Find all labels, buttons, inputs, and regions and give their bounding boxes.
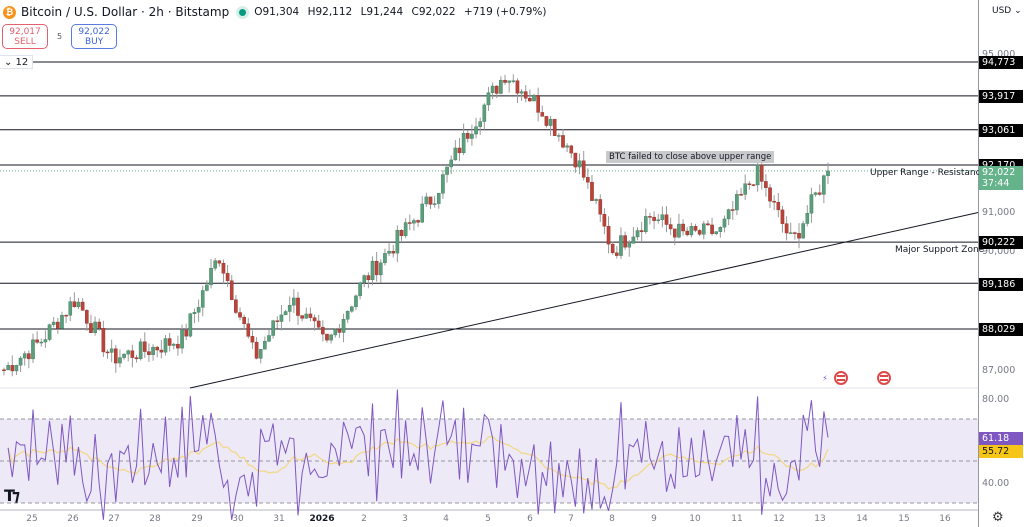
current-price-label: 92,022 37:44 — [979, 166, 1023, 190]
rsi-value-label: 61.18 — [979, 432, 1023, 445]
time-tick: 30 — [232, 514, 244, 524]
buy-button[interactable]: 92,022 BUY — [71, 24, 118, 49]
time-tick: 31 — [273, 514, 285, 524]
level-price-label: 94,773 — [979, 56, 1023, 69]
current-price-value: 92,022 — [982, 167, 1016, 178]
indicators-collapse-button[interactable]: ⌄ 12 — [0, 55, 34, 69]
spread-value: 5 — [57, 32, 63, 41]
sell-price: 92,017 — [9, 26, 41, 37]
time-tick: 2026 — [309, 514, 335, 524]
symbol-title[interactable]: Bitcoin / U.S. Dollar · 2h · Bitstamp — [21, 5, 230, 19]
lightning-event-icon[interactable]: ⚡ — [822, 373, 828, 383]
time-tick: 27 — [108, 514, 120, 524]
time-tick: 8 — [609, 514, 615, 524]
sell-label: SELL — [14, 36, 36, 47]
rsi-tick: 40.00 — [982, 478, 1010, 489]
trade-buttons: 92,017 SELL 5 92,022 BUY — [2, 24, 118, 49]
annotation-resistance[interactable]: Upper Range - Resistance — [870, 168, 987, 178]
us-flag-event-icon-2[interactable] — [877, 371, 891, 385]
level-price-label: 93,917 — [979, 90, 1023, 103]
time-tick: 26 — [67, 514, 79, 524]
time-tick: 9 — [651, 514, 657, 524]
time-tick: 12 — [773, 514, 785, 524]
low-value: L91,244 — [360, 6, 404, 18]
level-price-label: 89,186 — [979, 278, 1023, 291]
price-tick: 95,000 — [982, 49, 1016, 60]
level-price-label: 93,061 — [979, 124, 1023, 137]
level-price-label: 90,222 — [979, 236, 1023, 249]
time-tick: 10 — [689, 514, 701, 524]
time-tick: 6 — [527, 514, 533, 524]
time-tick: 15 — [898, 514, 910, 524]
symbol-header: ₿ Bitcoin / U.S. Dollar · 2h · Bitstamp … — [0, 0, 551, 24]
time-tick: 11 — [731, 514, 743, 524]
price-tick: 90,000 — [982, 246, 1016, 257]
price-tick: 91,000 — [982, 207, 1016, 218]
time-tick: 29 — [191, 514, 203, 524]
level-price-label: 88,029 — [979, 323, 1023, 336]
open-value: O91,304 — [254, 6, 300, 18]
close-value: C92,022 — [411, 6, 456, 18]
sell-button[interactable]: 92,017 SELL — [2, 24, 48, 49]
candles — [2, 74, 830, 377]
ohlc-values: O91,304 H92,112 L91,244 C92,022 +719 (+0… — [254, 6, 551, 18]
settings-gear-icon[interactable]: ⚙ — [992, 510, 1004, 525]
bar-countdown: 37:44 — [982, 178, 1010, 189]
currency-selector[interactable]: USD ⌄ — [992, 6, 1022, 16]
tradingview-logo-icon: T⁊ — [4, 486, 20, 505]
change-value: +719 (+0.79%) — [463, 6, 547, 18]
time-tick: 5 — [485, 514, 491, 524]
time-tick: 2 — [361, 514, 367, 524]
buy-price: 92,022 — [78, 26, 110, 37]
time-tick: 4 — [443, 514, 449, 524]
time-tick: 14 — [856, 514, 868, 524]
high-value: H92,112 — [307, 6, 353, 18]
price-tick: 87,000 — [982, 365, 1016, 376]
time-tick: 16 — [939, 514, 951, 524]
time-tick: 13 — [814, 514, 826, 524]
market-open-dot-icon — [239, 8, 247, 16]
annotation-support[interactable]: Major Support Zone — [895, 245, 985, 255]
time-tick: 3 — [402, 514, 408, 524]
rsi-ma-value-label: 55.72 — [979, 445, 1023, 458]
us-flag-event-icon[interactable] — [834, 371, 848, 385]
rsi-tick: 80.00 — [982, 394, 1010, 405]
annotation-failed-close[interactable]: BTC failed to close above upper range — [606, 151, 775, 163]
bitcoin-icon: ₿ — [3, 5, 16, 19]
buy-label: BUY — [84, 36, 104, 47]
time-tick: 28 — [149, 514, 161, 524]
time-tick: 7 — [568, 514, 574, 524]
time-tick: 25 — [26, 514, 38, 524]
